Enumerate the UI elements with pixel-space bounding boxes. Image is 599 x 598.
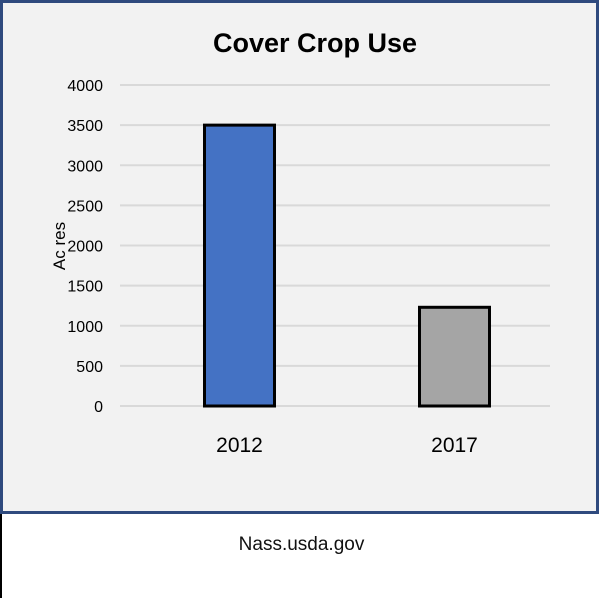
y-tick-label: 1500 [67,279,103,296]
chart: Cover Crop Use Ac res 0 500 1000 1500 2000 25… [0,0,599,514]
x-axis-ticks: 2012 2017 [216,434,478,457]
y-tick-label: 500 [76,359,103,376]
chart-border [0,0,599,514]
x-tick-label: 2017 [431,434,478,457]
bars [203,123,491,408]
y-tick-label: 3500 [67,118,103,135]
bar-2017 [418,305,491,408]
y-tick-label: 1000 [67,319,103,336]
source-box: Nass.usda.gov [0,514,599,598]
chart-title: Cover Crop Use [213,28,417,58]
y-axis-ticks: 0 500 1000 1500 2000 2500 3000 3500 4000 [67,78,103,416]
y-tick-label: 2000 [67,239,103,256]
source-label: Nass.usda.gov [238,534,365,555]
y-tick-label: 0 [94,399,103,416]
x-tick-label: 2012 [216,434,263,457]
y-tick-label: 3000 [67,158,103,175]
y-tick-label: 4000 [67,78,103,95]
y-axis-label: Ac res [50,222,69,270]
y-tick-label: 2500 [67,198,103,215]
bar-2012 [203,123,276,408]
